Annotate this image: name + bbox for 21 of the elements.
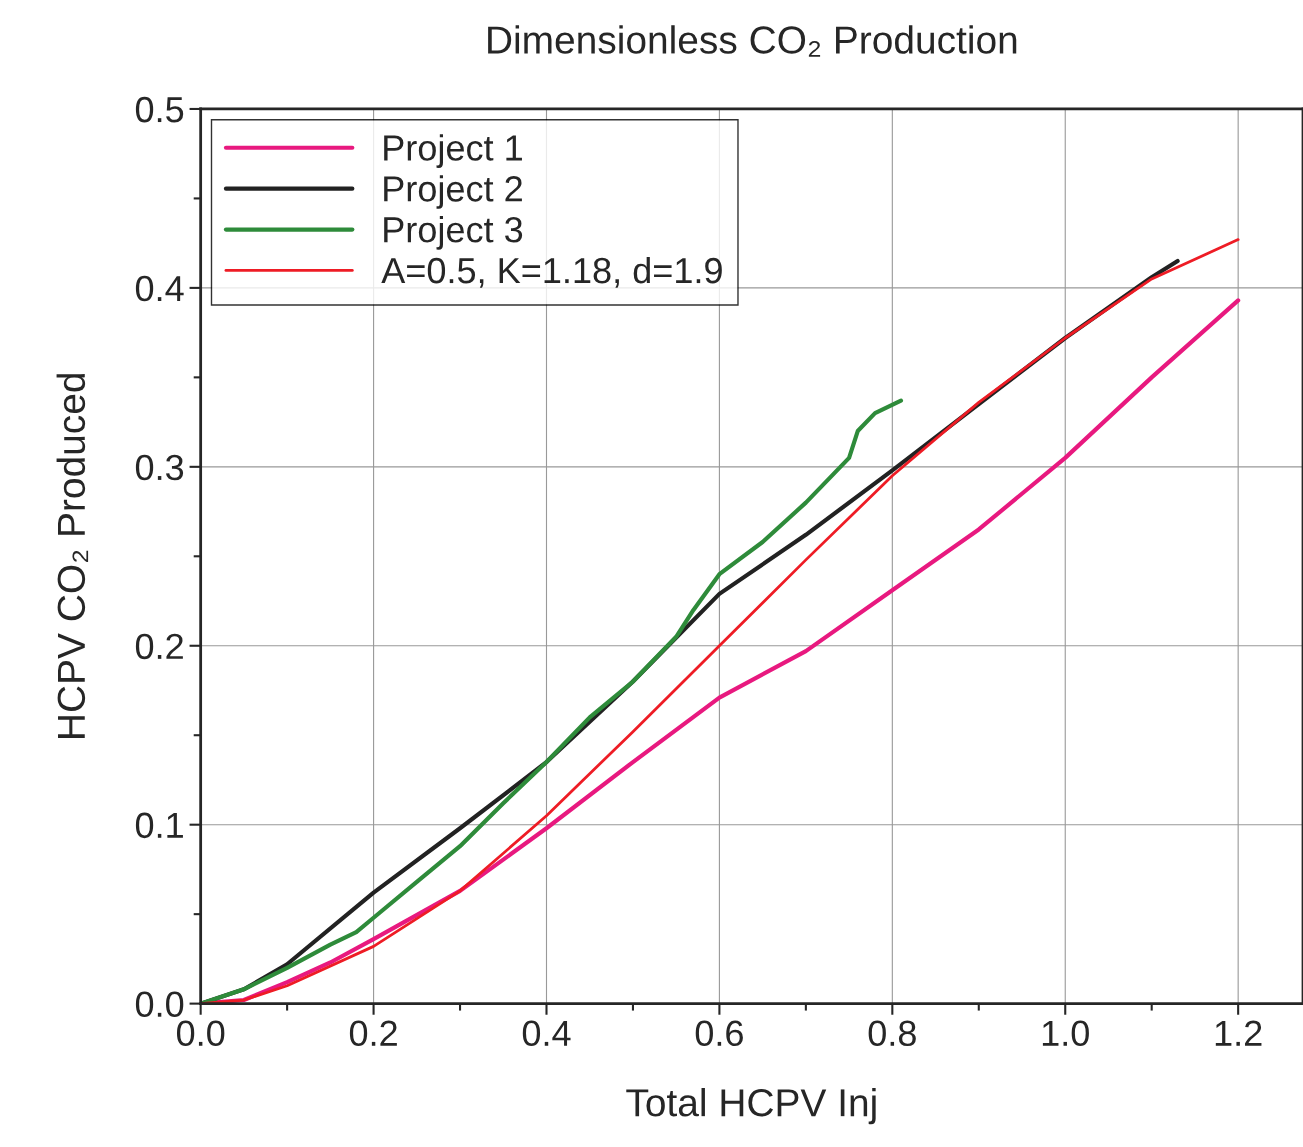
x-tick-label: 1.0 — [1042, 1020, 1089, 1047]
x-tick-label: 0.8 — [868, 1020, 916, 1047]
x-tick-label: 0.4 — [522, 1020, 571, 1047]
y-tick-label: 0.1 — [135, 812, 183, 839]
legend-label: Project 3 — [384, 216, 523, 250]
x-tick-label: 0.2 — [349, 1020, 397, 1047]
y-tick-label: 0.3 — [135, 454, 184, 481]
chart-title: Dimensionless CO₂ Production — [488, 25, 1017, 57]
y-tick-label: 0.2 — [135, 633, 183, 660]
line-series — [200, 398, 904, 1004]
x-tick-label: 0.0 — [176, 1020, 225, 1047]
legend-label: Project 1 — [384, 134, 522, 168]
y-tick-label: 0.0 — [135, 991, 184, 1018]
y-tick-label: 0.4 — [135, 275, 184, 302]
y-axis-title: HCPV CO₂ Produced — [56, 374, 89, 738]
x-tick-label: 1.2 — [1215, 1020, 1262, 1046]
legend-label: Project 2 — [384, 175, 522, 209]
legend-label: A=0.5, K=1.18, d=1.9 — [381, 256, 722, 288]
y-tick-label: 0.5 — [135, 96, 184, 123]
x-axis-title: Total HCPV Inj — [626, 1087, 876, 1125]
x-tick-label: 0.6 — [695, 1020, 743, 1047]
